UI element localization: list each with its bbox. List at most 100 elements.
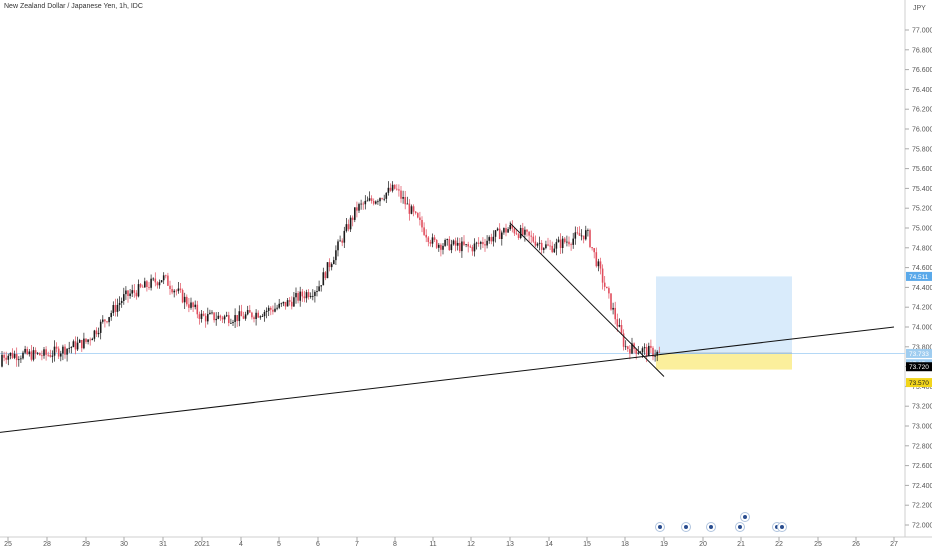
candle-body — [431, 237, 434, 244]
trendlines[interactable] — [0, 222, 895, 436]
candle-body — [297, 293, 299, 301]
candle-body — [106, 321, 108, 323]
candle-body — [488, 237, 490, 241]
candle-body — [498, 228, 501, 239]
candle-body — [139, 284, 142, 287]
candle-body — [368, 198, 371, 201]
candle-body — [60, 353, 62, 357]
candle-body — [559, 239, 562, 248]
economic-events[interactable] — [655, 512, 787, 532]
candle-body — [129, 293, 131, 296]
candle-body — [34, 350, 37, 354]
candle-body — [30, 351, 33, 360]
candle-body — [620, 325, 623, 334]
candle-body — [22, 352, 24, 359]
long-position-tool[interactable] — [0, 276, 905, 370]
candle-body — [188, 304, 190, 308]
candle-body — [179, 288, 182, 290]
time-tick-label: 25 — [814, 541, 822, 548]
candle-body — [528, 231, 530, 236]
candle-body — [383, 198, 385, 200]
candle-body — [385, 192, 388, 199]
candle-body — [230, 322, 232, 324]
candle-body — [314, 291, 316, 296]
price-tick-label: 72.000 — [912, 523, 932, 530]
candle-body — [561, 238, 564, 248]
candle-body — [47, 354, 49, 356]
price-label-text: 73.570 — [909, 380, 929, 387]
candle-body — [5, 357, 7, 360]
candle-body — [335, 250, 337, 261]
candle-body — [601, 268, 604, 283]
candle-body — [540, 242, 543, 250]
candle-body — [522, 227, 524, 235]
candle-body — [473, 243, 476, 252]
candle-body — [589, 230, 591, 248]
time-tick-label: 27 — [890, 541, 898, 548]
candle-body — [459, 242, 461, 252]
candle-body — [261, 316, 264, 317]
candle-body — [389, 187, 392, 191]
candle-body — [339, 240, 341, 242]
candle-body — [585, 230, 587, 240]
candle-body — [322, 272, 325, 286]
candle-body — [196, 304, 199, 315]
candle-body — [454, 240, 457, 246]
candle-body — [524, 229, 526, 235]
candle-body — [421, 219, 423, 228]
candle-body — [543, 248, 545, 250]
candle-body — [608, 288, 610, 294]
candle-body — [127, 290, 129, 296]
candle-body — [326, 262, 329, 279]
candle-body — [112, 305, 115, 314]
candle-body — [20, 358, 22, 360]
time-tick-label: 22 — [775, 541, 783, 548]
candle-body — [624, 346, 627, 348]
candle-body — [612, 307, 614, 310]
candle-body — [204, 315, 207, 322]
candle-body — [131, 290, 133, 294]
candle-body — [429, 242, 432, 244]
candle-body — [400, 190, 402, 199]
candle-body — [125, 290, 127, 295]
candle-body — [433, 237, 436, 240]
event-flag-dot — [743, 515, 747, 519]
candle-body — [637, 352, 640, 354]
candle-body — [95, 330, 98, 335]
candle-body — [555, 242, 558, 249]
candle-body — [257, 312, 259, 318]
candle-body — [154, 278, 157, 283]
time-tick-label: 8 — [393, 541, 397, 548]
candle-body — [211, 312, 213, 314]
candle-body — [328, 262, 331, 268]
candle-body — [305, 292, 308, 299]
candle-body — [534, 241, 537, 246]
candle-body — [582, 235, 585, 240]
candle-body — [507, 229, 509, 233]
candle-body — [477, 242, 480, 244]
candle-body — [576, 232, 579, 234]
candle-body — [110, 313, 112, 318]
candle-body — [99, 321, 102, 333]
candle-body — [494, 230, 497, 237]
candle-body — [76, 342, 79, 350]
candle-body — [627, 346, 629, 349]
candle-body — [375, 201, 377, 204]
candle-body — [236, 315, 238, 322]
candle-body — [343, 230, 346, 243]
candle-body — [70, 347, 73, 348]
candle-body — [11, 352, 14, 358]
time-axis[interactable]: 25 28 29 30 31 2021 4 5 6 7 8 11 12 13 14 15 18 19 20 21 22 2… — [4, 537, 898, 548]
price-tick-label: 75.400 — [912, 186, 932, 193]
candle-body — [593, 248, 595, 253]
candle-body — [251, 312, 253, 318]
price-tick-label: 76.200 — [912, 107, 932, 114]
candle-body — [286, 300, 289, 307]
candle-body — [448, 239, 451, 251]
candle-body — [238, 311, 241, 322]
candle-body — [102, 319, 104, 322]
price-tick-label: 72.200 — [912, 503, 932, 510]
time-tick-label: 21 — [737, 541, 745, 548]
candle-body — [213, 312, 215, 321]
